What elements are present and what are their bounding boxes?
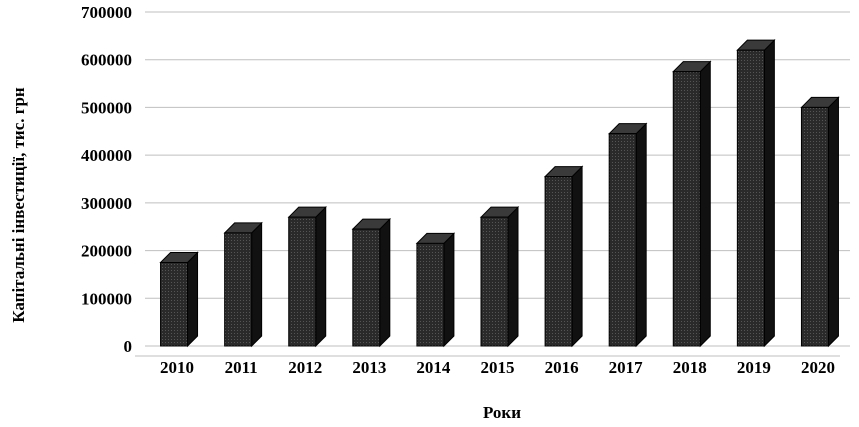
bar-side [251,221,263,348]
bar-2016 [543,165,584,348]
bar-front [544,176,573,347]
x-tick-label: 2015 [481,358,515,377]
gridlines [135,11,850,357]
bar-side [315,205,327,348]
y-tick-label: 300000 [81,194,132,213]
y-tick-label: 700000 [81,3,132,22]
x-tick-label: 2020 [801,358,835,377]
y-axis-title: Капітальні інвестиції, тис. грн [9,87,28,323]
x-tick-label: 2016 [545,358,579,377]
y-tick-label: 400000 [81,146,132,165]
bar-front [224,232,253,347]
bar-2018 [672,60,712,348]
bar-2015 [479,205,520,348]
bar-2011 [223,221,263,348]
bar-side [763,38,775,348]
y-axis-ticks: 0 100000 200000 300000 400000 500000 600000 700… [81,3,132,356]
y-tick-label: 600000 [81,51,132,70]
bar-side [443,232,455,348]
bar-2019 [736,38,776,348]
x-tick-label: 2012 [288,358,322,377]
bar-side [379,217,391,348]
x-tick-label: 2011 [225,358,258,377]
bar-side [571,165,583,348]
bar-front [736,49,765,347]
bar-side [827,96,839,348]
x-tick-label: 2013 [352,358,386,377]
bar-side [635,122,647,348]
x-tick-label: 2019 [737,358,771,377]
bar-front [352,228,381,347]
bar-2020 [800,96,840,348]
x-tick-label: 2018 [673,358,707,377]
bar-front [800,106,829,347]
bar-side [507,205,519,348]
bar-2012 [287,205,327,348]
bar-front [416,242,445,347]
bar-2014 [415,232,456,348]
y-tick-label: 500000 [81,98,132,117]
bars [159,38,840,348]
bar-2013 [351,217,392,348]
y-tick-label: 200000 [81,242,132,261]
bar-front [608,133,637,347]
bar-front [480,216,509,347]
x-tick-label: 2010 [160,358,194,377]
bar-side [187,251,199,348]
bar-2017 [607,122,648,348]
x-tick-label: 2017 [609,358,644,377]
y-tick-label: 0 [124,337,133,356]
y-tick-label: 100000 [81,289,132,308]
x-axis-ticks: 2010 2011 2012 2013 2014 2015 2016 2017 2018 2019… [160,358,835,377]
x-axis-title: Роки [483,403,521,422]
bar-side [699,60,711,348]
x-tick-label: 2014 [416,358,451,377]
bar-front [288,216,317,347]
bar-front [160,262,189,347]
bar-front [672,71,701,347]
bar-2010 [159,251,199,348]
